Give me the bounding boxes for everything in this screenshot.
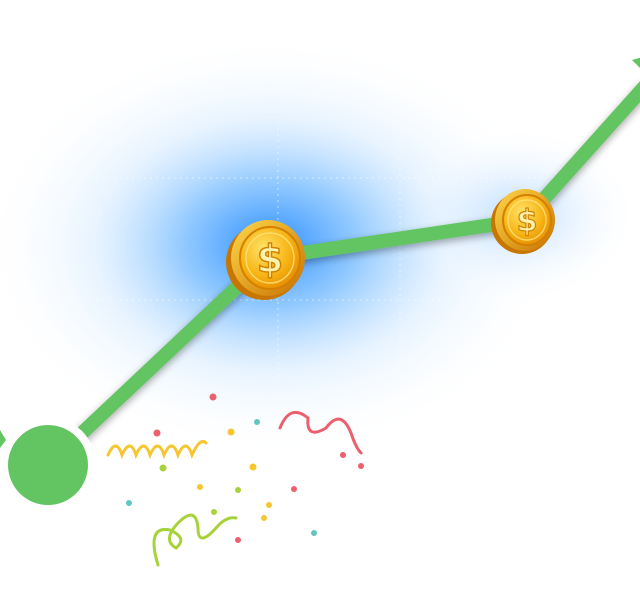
start-dot xyxy=(8,425,88,505)
growth-line xyxy=(43,81,640,471)
confetti-streamers xyxy=(106,410,363,567)
coin-symbol: $ xyxy=(517,204,538,239)
coin-icon: $ xyxy=(491,189,555,254)
grid-lines xyxy=(0,110,640,420)
start-dot-edge xyxy=(0,430,6,448)
coin-icon: $ xyxy=(226,220,305,300)
red-streamer xyxy=(278,410,363,455)
arrow-head-icon xyxy=(632,57,640,68)
confetti-dots xyxy=(126,393,364,543)
yellow-streamer xyxy=(106,440,208,460)
green-streamer xyxy=(152,513,238,567)
coin-symbol: $ xyxy=(257,237,283,281)
